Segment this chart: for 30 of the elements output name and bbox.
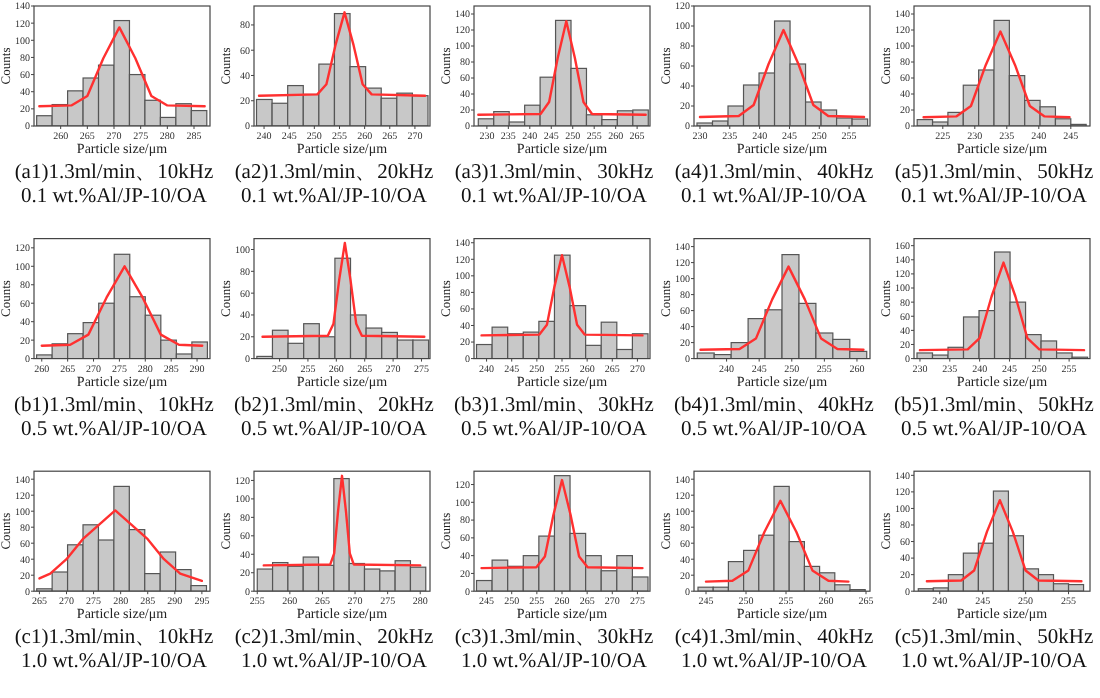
text: (c1)1.3ml/min、10kHz [14,627,215,650]
text: (b4)1.3ml/min、40kHz [674,394,875,417]
text: (a3)1.3ml/min、30kHz [454,162,655,184]
text: 0.5 wt.%Al/JP-10/OA [20,418,208,441]
text: (c4)1.3ml/min、40kHz [674,627,875,650]
text: 1.0 wt.%Al/JP-10/OA [240,651,428,674]
text: 1.0 wt.%Al/JP-10/OA [460,651,648,674]
text: (c3)1.3ml/min、30kHz [454,627,655,650]
text: (b3)1.3ml/min、30kHz [454,394,655,417]
text: (b5)1.3ml/min、50kHz [894,394,1095,417]
text: (c2)1.3ml/min、20kHz [234,627,435,650]
text: (a2)1.3ml/min、20kHz [234,162,435,184]
text: 0.1 wt.%Al/JP-10/OA [460,186,648,208]
text: (a1)1.3ml/min、10kHz [14,162,215,184]
text: 0.5 wt.%Al/JP-10/OA [680,418,868,441]
text: (c5)1.3ml/min、50kHz [894,627,1095,650]
text: (a5)1.3ml/min、50kHz [894,162,1095,184]
text: (a4)1.3ml/min、40kHz [674,162,875,184]
text: 1.0 wt.%Al/JP-10/OA [900,651,1088,674]
text: 0.1 wt.%Al/JP-10/OA [680,186,868,208]
text: 1.0 wt.%Al/JP-10/OA [20,651,208,674]
text: 0.1 wt.%Al/JP-10/OA [900,186,1088,208]
text: (b1)1.3ml/min、10kHz [14,394,215,417]
text: 0.1 wt.%Al/JP-10/OA [240,186,428,208]
text: 1.0 wt.%Al/JP-10/OA [680,651,868,674]
text: 0.5 wt.%Al/JP-10/OA [240,418,428,441]
text: 0.1 wt.%Al/JP-10/OA [20,186,208,208]
text: (b2)1.3ml/min、20kHz [234,394,435,417]
text: 0.5 wt.%Al/JP-10/OA [460,418,648,441]
text: 0.5 wt.%Al/JP-10/OA [900,418,1088,441]
